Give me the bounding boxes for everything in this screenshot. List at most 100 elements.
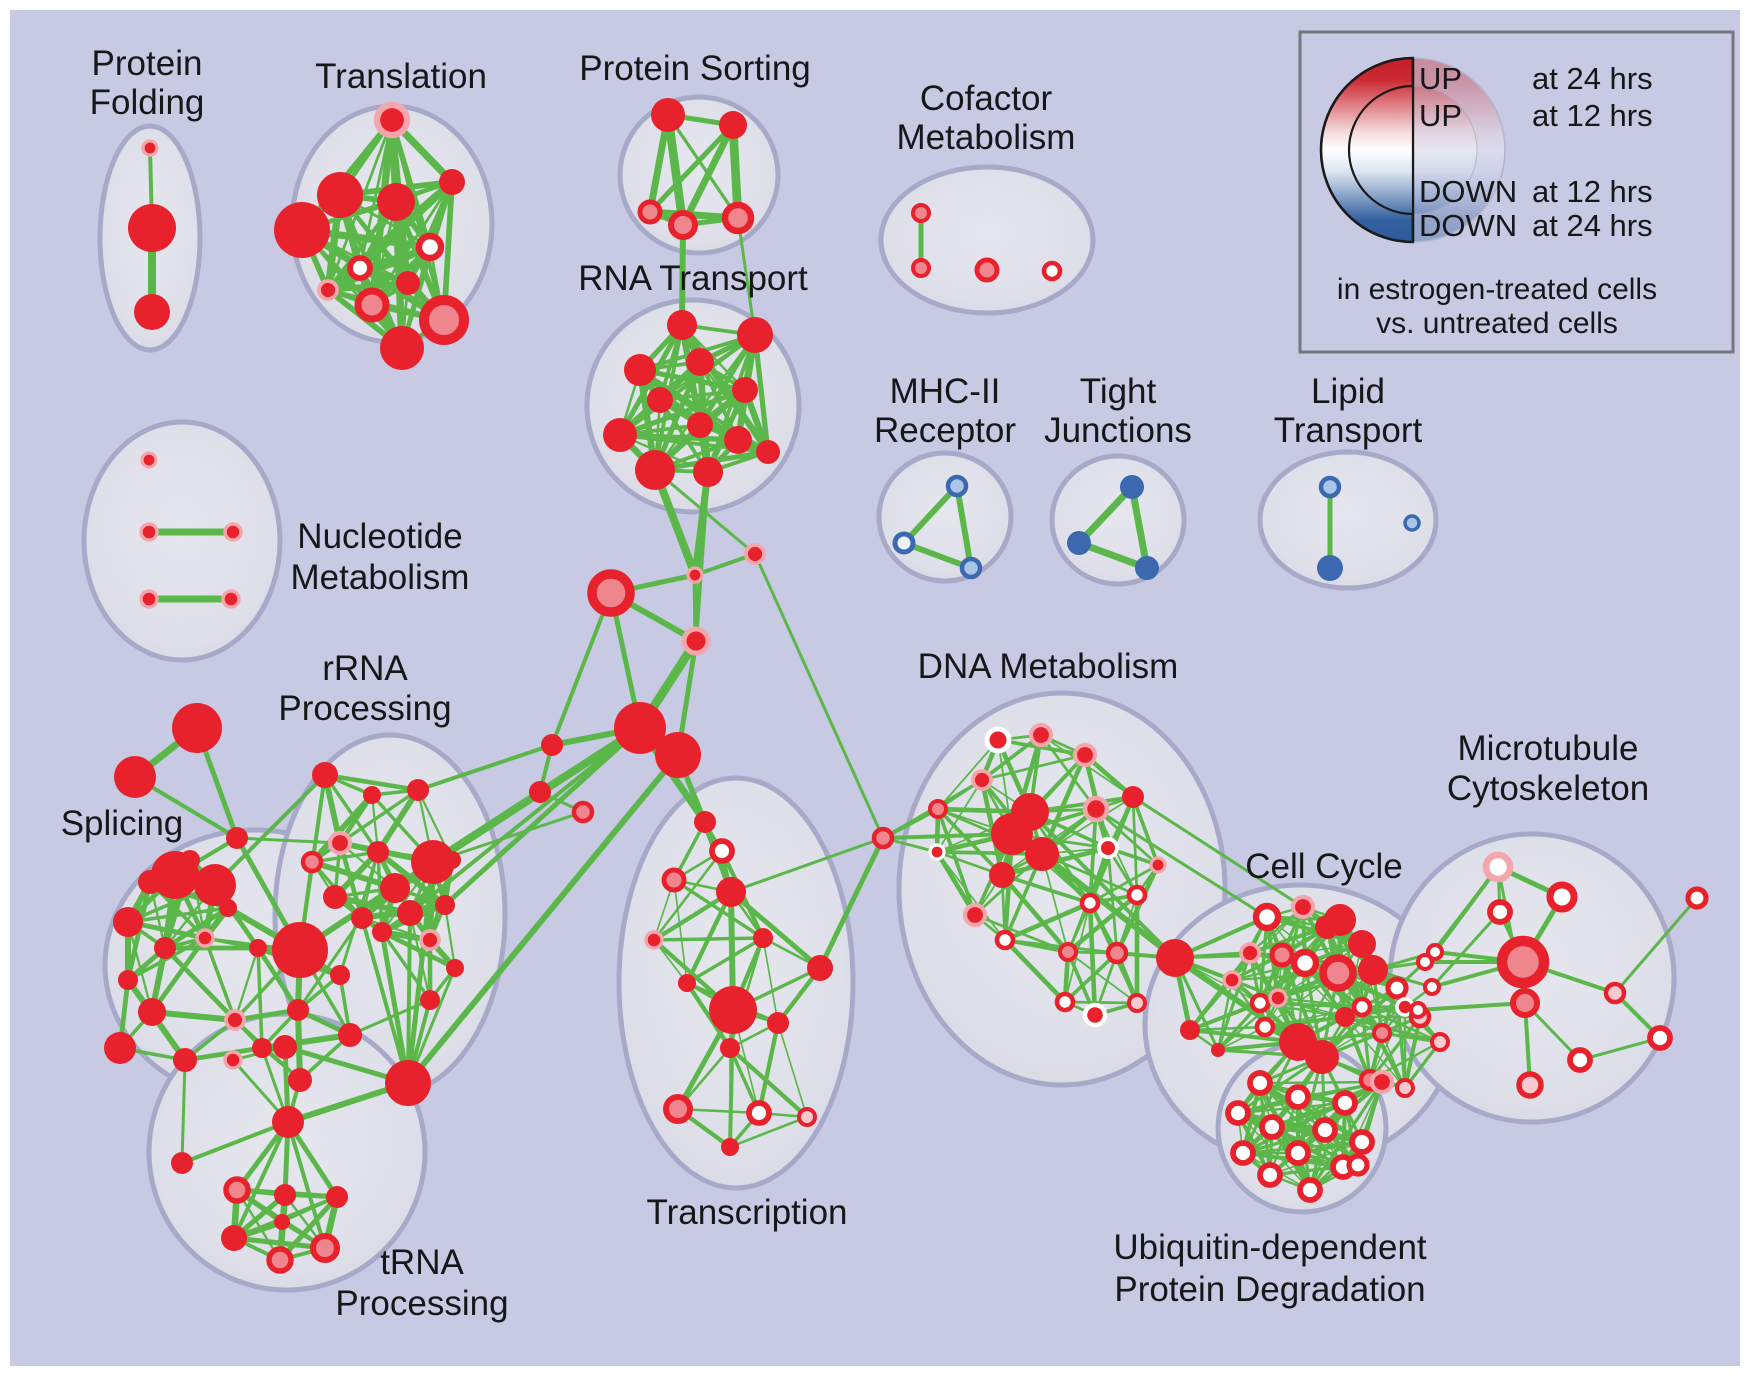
gene-node (1305, 1040, 1339, 1074)
edge (729, 836, 885, 894)
edge (752, 332, 771, 455)
edge (954, 483, 974, 571)
gene-node (989, 862, 1015, 888)
gene-node (1346, 1153, 1370, 1177)
gene-node (1351, 996, 1373, 1018)
gene-node (128, 204, 176, 252)
gene-node (446, 959, 464, 977)
gene-node (1230, 1140, 1256, 1166)
edge (999, 872, 1071, 955)
edge (180, 1120, 290, 1165)
gene-node (287, 999, 309, 1021)
gene-node (223, 522, 243, 542)
edge (666, 113, 740, 220)
gene-node (1516, 1071, 1544, 1099)
gene-node (385, 1060, 431, 1106)
gene-node (224, 1009, 246, 1031)
gene-node (945, 474, 969, 498)
gene-node (226, 827, 248, 849)
cluster-label: Nucleotide (297, 517, 462, 556)
gene-node (797, 1107, 817, 1127)
cluster-label: Translation (315, 57, 487, 96)
edge (182, 1045, 265, 1063)
cluster-ellipse-nucleotide-metabolism (81, 419, 283, 663)
gene-node (1180, 1020, 1200, 1040)
gene-node (687, 412, 713, 438)
edge (1258, 915, 1269, 1005)
edge (1067, 951, 1138, 1004)
edge (881, 832, 1014, 840)
gene-node (274, 1184, 296, 1206)
gene-node (1135, 556, 1159, 580)
edge (1613, 896, 1699, 995)
gene-node (1054, 991, 1076, 1013)
cluster-ellipse-tight-junctions (1049, 453, 1187, 587)
cluster-label: Protein (92, 44, 203, 83)
gene-node (323, 885, 347, 909)
gene-node (871, 826, 895, 850)
gene-node (962, 902, 988, 928)
cluster-label: Transport (1274, 411, 1423, 450)
edge (286, 1120, 327, 1250)
edge (647, 122, 736, 215)
edge (679, 121, 737, 229)
gene-node (1685, 886, 1709, 910)
gene-node (614, 702, 666, 754)
edge (901, 540, 974, 571)
cluster-label: RNA Transport (578, 259, 808, 298)
edge (1368, 1015, 1422, 1082)
gene-node (1603, 981, 1627, 1005)
gene-node (1156, 939, 1194, 977)
gene-node (249, 939, 267, 957)
edge (728, 1115, 809, 1149)
gene-node (1122, 786, 1144, 808)
edge (1094, 807, 1269, 919)
edge (1216, 978, 1234, 1052)
gene-node (1422, 977, 1442, 997)
gene-node (252, 1038, 272, 1058)
gene-node (928, 799, 948, 819)
edge (376, 850, 384, 934)
edge (653, 468, 757, 556)
gene-node (1403, 514, 1421, 532)
edge (1578, 1036, 1662, 1062)
gene-node (1285, 1084, 1311, 1110)
gene-node (223, 1176, 251, 1204)
edge (1063, 951, 1119, 1004)
cluster-ellipse-lipid-transport (1257, 449, 1439, 591)
edge (235, 836, 342, 845)
edge (1241, 1040, 1300, 1155)
legend-direction-label: UP (1419, 98, 1462, 133)
edge (162, 945, 238, 1023)
gene-node (1317, 555, 1343, 581)
cluster-label: DNA Metabolism (918, 647, 1179, 686)
gene-node (1408, 1000, 1428, 1020)
cluster-label: Metabolism (897, 118, 1076, 157)
gene-node (1105, 941, 1129, 965)
gene-node (1222, 970, 1242, 990)
gene-node (721, 1138, 739, 1156)
gene-node (1211, 1043, 1225, 1057)
edge (277, 1194, 340, 1263)
cluster-label: Receptor (874, 411, 1016, 450)
gene-node (367, 841, 389, 863)
gene-node (651, 98, 685, 132)
edge (325, 280, 411, 293)
edge (405, 752, 681, 1086)
edge (1063, 1000, 1139, 1005)
gene-node (635, 450, 675, 490)
gene-node (354, 287, 390, 323)
gene-node (668, 210, 698, 240)
edge (753, 552, 885, 840)
legend-circle-inner-left (1347, 84, 1415, 216)
edge (233, 946, 260, 1022)
gene-node (372, 922, 392, 942)
edge (980, 753, 1087, 782)
cluster-label: Lipid (1311, 372, 1385, 411)
cluster-label: MHC-II (890, 372, 1001, 411)
gene-node (1546, 881, 1578, 913)
edge (255, 945, 301, 1013)
cluster-label: Folding (90, 83, 205, 122)
